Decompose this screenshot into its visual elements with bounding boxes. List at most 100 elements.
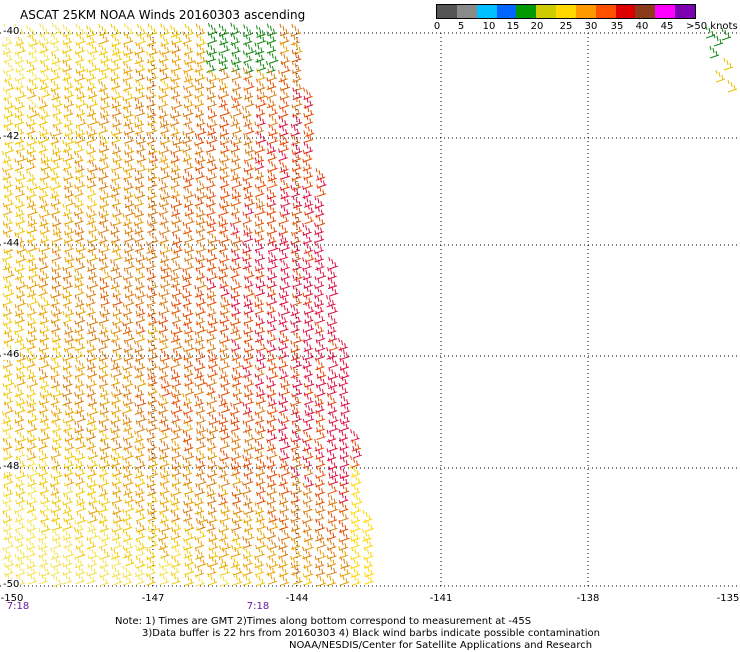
wind-barb	[303, 564, 314, 578]
wind-barb	[39, 195, 49, 209]
wind-barb	[159, 194, 170, 208]
wind-barb	[183, 438, 194, 452]
wind-barb	[315, 563, 326, 577]
wind-barb	[38, 456, 49, 469]
wind-barb	[340, 556, 350, 569]
wind-barb	[88, 41, 99, 55]
wind-barb	[14, 419, 25, 432]
wind-barb	[76, 32, 86, 45]
wind-barb	[148, 277, 158, 290]
wind-barb	[244, 275, 254, 289]
wind-barb	[171, 105, 181, 119]
wind-barb	[26, 157, 36, 171]
wind-barb	[255, 321, 266, 335]
wind-barb	[88, 112, 99, 126]
wind-barb	[278, 555, 288, 568]
wind-barb	[160, 121, 170, 135]
wind-barb	[88, 455, 98, 469]
lon-label: -138	[576, 593, 600, 604]
wind-barb	[230, 32, 240, 46]
wind-barb	[196, 411, 206, 425]
wind-barb	[266, 231, 277, 245]
wind-barb	[195, 23, 206, 37]
wind-barb	[339, 572, 350, 586]
wind-barb	[327, 267, 337, 280]
wind-barb	[291, 311, 302, 325]
wind-barb	[160, 275, 171, 288]
wind-barb	[291, 104, 302, 117]
wind-barb	[2, 303, 13, 317]
wind-barb	[52, 403, 63, 416]
wind-barb	[182, 139, 192, 153]
wind-barb	[195, 166, 205, 180]
wind-barb	[62, 266, 73, 280]
wind-barb	[292, 481, 303, 495]
wind-barb	[254, 150, 265, 164]
wind-barb	[254, 294, 264, 308]
wind-barb	[290, 320, 300, 333]
wind-barb	[15, 517, 26, 531]
wind-barb	[146, 131, 156, 145]
wind-barb	[302, 519, 312, 533]
wind-barb	[182, 285, 193, 299]
wind-barb	[257, 528, 267, 541]
wind-barb	[147, 329, 158, 343]
wind-barb	[243, 554, 253, 567]
wind-barb	[266, 40, 277, 54]
wind-barb	[122, 456, 132, 469]
wind-barb	[267, 68, 278, 82]
wind-barb	[293, 374, 303, 388]
wind-barb	[28, 42, 38, 55]
wind-barb	[51, 193, 62, 207]
wind-barb	[27, 419, 38, 433]
wind-barb	[146, 76, 157, 90]
wind-barb	[242, 105, 252, 119]
wind-barb	[303, 275, 313, 289]
wind-barb	[40, 355, 50, 369]
wind-barb	[194, 285, 204, 298]
wind-barb	[76, 499, 87, 513]
wind-barb	[100, 187, 110, 200]
wind-barb	[183, 419, 194, 433]
wind-barb	[99, 276, 110, 290]
wind-barb	[303, 310, 314, 324]
wind-barb	[352, 473, 362, 486]
wind-barb	[314, 257, 325, 271]
wind-barb	[207, 437, 217, 451]
wind-barb	[135, 420, 146, 433]
wind-barb	[206, 186, 217, 200]
wind-barb	[266, 202, 277, 216]
wind-barb	[40, 59, 50, 73]
wind-barb	[196, 187, 207, 200]
wind-barb	[220, 330, 231, 344]
legend-label: 45	[660, 21, 674, 32]
wind-barb	[62, 419, 73, 432]
wind-barb	[170, 509, 181, 522]
legend-label: 35	[610, 21, 624, 32]
wind-barb	[279, 285, 290, 299]
wind-barb	[207, 43, 217, 56]
wind-barb	[182, 455, 192, 469]
wind-barb	[302, 149, 313, 163]
wind-barb	[230, 294, 241, 307]
wind-barb	[242, 241, 252, 254]
wind-barb	[51, 22, 62, 36]
wind-barb	[134, 239, 145, 253]
wind-barb	[3, 247, 13, 261]
wind-barb	[148, 519, 159, 533]
wind-barb	[350, 455, 360, 469]
wind-barb	[302, 292, 313, 306]
wind-barb	[243, 463, 254, 477]
wind-barb	[170, 150, 180, 164]
wind-barb	[183, 85, 193, 99]
wind-barb	[50, 67, 61, 81]
wind-barb	[195, 574, 205, 587]
wind-barb	[256, 491, 266, 505]
wind-barb	[76, 61, 86, 74]
wind-barb	[351, 573, 361, 586]
wind-barb	[62, 59, 73, 73]
wind-barb	[303, 510, 313, 524]
wind-barb	[302, 438, 312, 452]
wind-barb	[28, 509, 38, 522]
wind-barb	[206, 293, 217, 306]
